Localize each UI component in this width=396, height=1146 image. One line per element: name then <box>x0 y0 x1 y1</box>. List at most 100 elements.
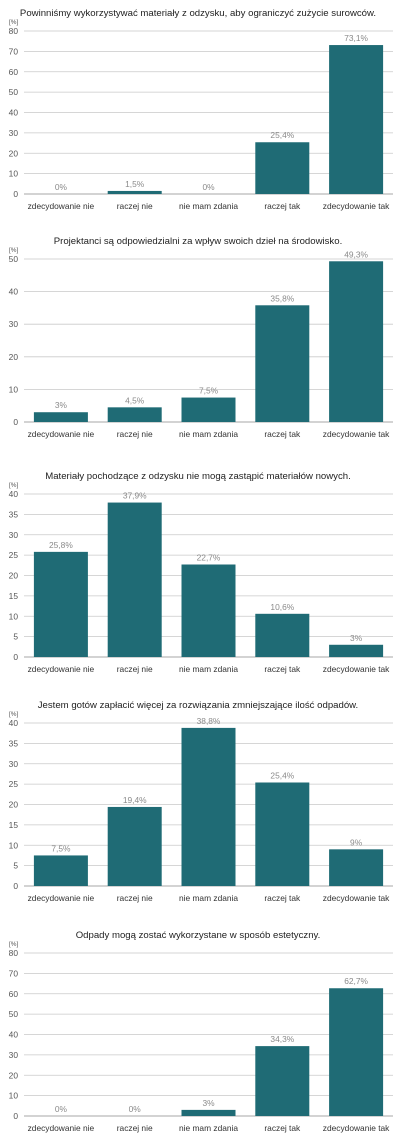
y-tick-label: 0 <box>13 189 18 199</box>
chart-svg: Projektanci są odpowiedzialni za wpływ s… <box>9 236 393 439</box>
y-tick-label: 35 <box>9 509 19 519</box>
y-tick-label: 60 <box>9 67 19 77</box>
bar-value-label: 1,5% <box>125 179 145 189</box>
category-label: nie mam zdania <box>179 201 238 211</box>
chart-svg: Odpady mogą zostać wykorzystane w sposób… <box>9 930 393 1133</box>
bar-value-label: 7,5% <box>51 843 71 853</box>
bar <box>107 806 162 886</box>
category-label: raczej tak <box>264 664 301 674</box>
category-label: zdecydowanie nie <box>28 893 95 903</box>
chart-title: Odpady mogą zostać wykorzystane w sposób… <box>76 930 321 941</box>
y-tick-label: 40 <box>9 108 19 118</box>
chart-svg: Materiały pochodzące z odzysku nie mogą … <box>9 471 393 674</box>
bar <box>255 142 310 194</box>
y-tick-label: 70 <box>9 46 19 56</box>
bar-value-label: 3% <box>202 1098 215 1108</box>
y-tick-label: 25 <box>9 779 19 789</box>
y-tick-label: 60 <box>9 989 19 999</box>
bar-value-label: 0% <box>55 182 68 192</box>
category-label: nie mam zdania <box>179 1123 238 1133</box>
bar-value-label: 3% <box>350 633 363 643</box>
chart-title: Jestem gotów zapłacić więcej za rozwiąza… <box>38 700 358 711</box>
bar-value-label: 35,8% <box>270 293 294 303</box>
category-label: nie mam zdania <box>179 429 238 439</box>
y-tick-label: 5 <box>13 632 18 642</box>
y-tick-label: 20 <box>9 352 19 362</box>
bar-value-label: 37,9% <box>123 491 147 501</box>
category-label: zdecydowanie tak <box>323 201 390 211</box>
bar-value-label: 25,4% <box>270 770 294 780</box>
category-label: raczej tak <box>264 429 301 439</box>
y-tick-label: 0 <box>13 417 18 427</box>
category-label: zdecydowanie tak <box>323 664 390 674</box>
y-tick-label: 15 <box>9 591 19 601</box>
y-tick-label: 5 <box>13 861 18 871</box>
bar <box>329 849 384 886</box>
bar-value-label: 9% <box>350 837 363 847</box>
y-unit-label: [%] <box>9 482 18 489</box>
y-tick-label: 25 <box>9 550 19 560</box>
y-tick-label: 50 <box>9 254 19 264</box>
bar-value-label: 25,8% <box>49 540 73 550</box>
y-tick-label: 0 <box>13 652 18 662</box>
chart-title: Materiały pochodzące z odzysku nie mogą … <box>45 471 351 482</box>
bar-value-label: 49,3% <box>344 249 368 259</box>
bar <box>33 855 88 886</box>
y-tick-label: 35 <box>9 738 19 748</box>
category-label: zdecydowanie nie <box>28 429 95 439</box>
chart-title: Projektanci są odpowiedzialni za wpływ s… <box>54 236 342 247</box>
chart-2: Projektanci są odpowiedzialni za wpływ s… <box>0 228 396 452</box>
category-label: zdecydowanie nie <box>28 664 95 674</box>
chart-4: Jestem gotów zapłacić więcej za rozwiąza… <box>0 692 396 916</box>
bar <box>181 564 236 657</box>
y-tick-label: 10 <box>9 1091 19 1101</box>
y-tick-label: 40 <box>9 287 19 297</box>
category-label: raczej tak <box>264 893 301 903</box>
chart-5: Odpady mogą zostać wykorzystane w sposób… <box>0 922 396 1146</box>
y-tick-label: 10 <box>9 384 19 394</box>
bar <box>255 613 310 657</box>
category-label: zdecydowanie nie <box>28 1123 95 1133</box>
category-label: nie mam zdania <box>179 664 238 674</box>
bar <box>329 644 384 657</box>
category-label: zdecydowanie tak <box>323 1123 390 1133</box>
y-tick-label: 40 <box>9 1030 19 1040</box>
y-tick-label: 50 <box>9 1009 19 1019</box>
bar-value-label: 62,7% <box>344 976 368 986</box>
category-label: raczej nie <box>117 201 153 211</box>
chart-1: Powinniśmy wykorzystywać materiały z odz… <box>0 0 396 224</box>
category-label: zdecydowanie nie <box>28 201 95 211</box>
y-tick-label: 0 <box>13 1111 18 1121</box>
bar-value-label: 0% <box>202 182 215 192</box>
y-tick-label: 40 <box>9 489 19 499</box>
y-tick-label: 20 <box>9 148 19 158</box>
bar-value-label: 38,8% <box>197 716 221 726</box>
y-tick-label: 30 <box>9 530 19 540</box>
bar <box>107 190 162 194</box>
bar-value-label: 73,1% <box>344 33 368 43</box>
category-label: raczej nie <box>117 1123 153 1133</box>
y-tick-label: 30 <box>9 128 19 138</box>
bar <box>181 1109 236 1116</box>
bar <box>255 782 310 886</box>
y-tick-label: 30 <box>9 319 19 329</box>
y-tick-label: 50 <box>9 87 19 97</box>
bar-value-label: 7,5% <box>199 386 219 396</box>
bar-value-label: 22,7% <box>197 552 221 562</box>
category-label: raczej tak <box>264 1123 301 1133</box>
y-unit-label: [%] <box>9 247 18 254</box>
y-tick-label: 40 <box>9 718 19 728</box>
y-tick-label: 10 <box>9 611 19 621</box>
bar <box>255 1046 310 1116</box>
bar-value-label: 10,6% <box>270 602 294 612</box>
y-tick-label: 10 <box>9 840 19 850</box>
y-unit-label: [%] <box>9 711 18 718</box>
bar-value-label: 0% <box>129 1104 142 1114</box>
bar <box>329 45 384 195</box>
category-label: raczej nie <box>117 893 153 903</box>
category-label: raczej nie <box>117 429 153 439</box>
category-label: raczej nie <box>117 664 153 674</box>
bar-value-label: 4,5% <box>125 395 145 405</box>
y-tick-label: 30 <box>9 759 19 769</box>
